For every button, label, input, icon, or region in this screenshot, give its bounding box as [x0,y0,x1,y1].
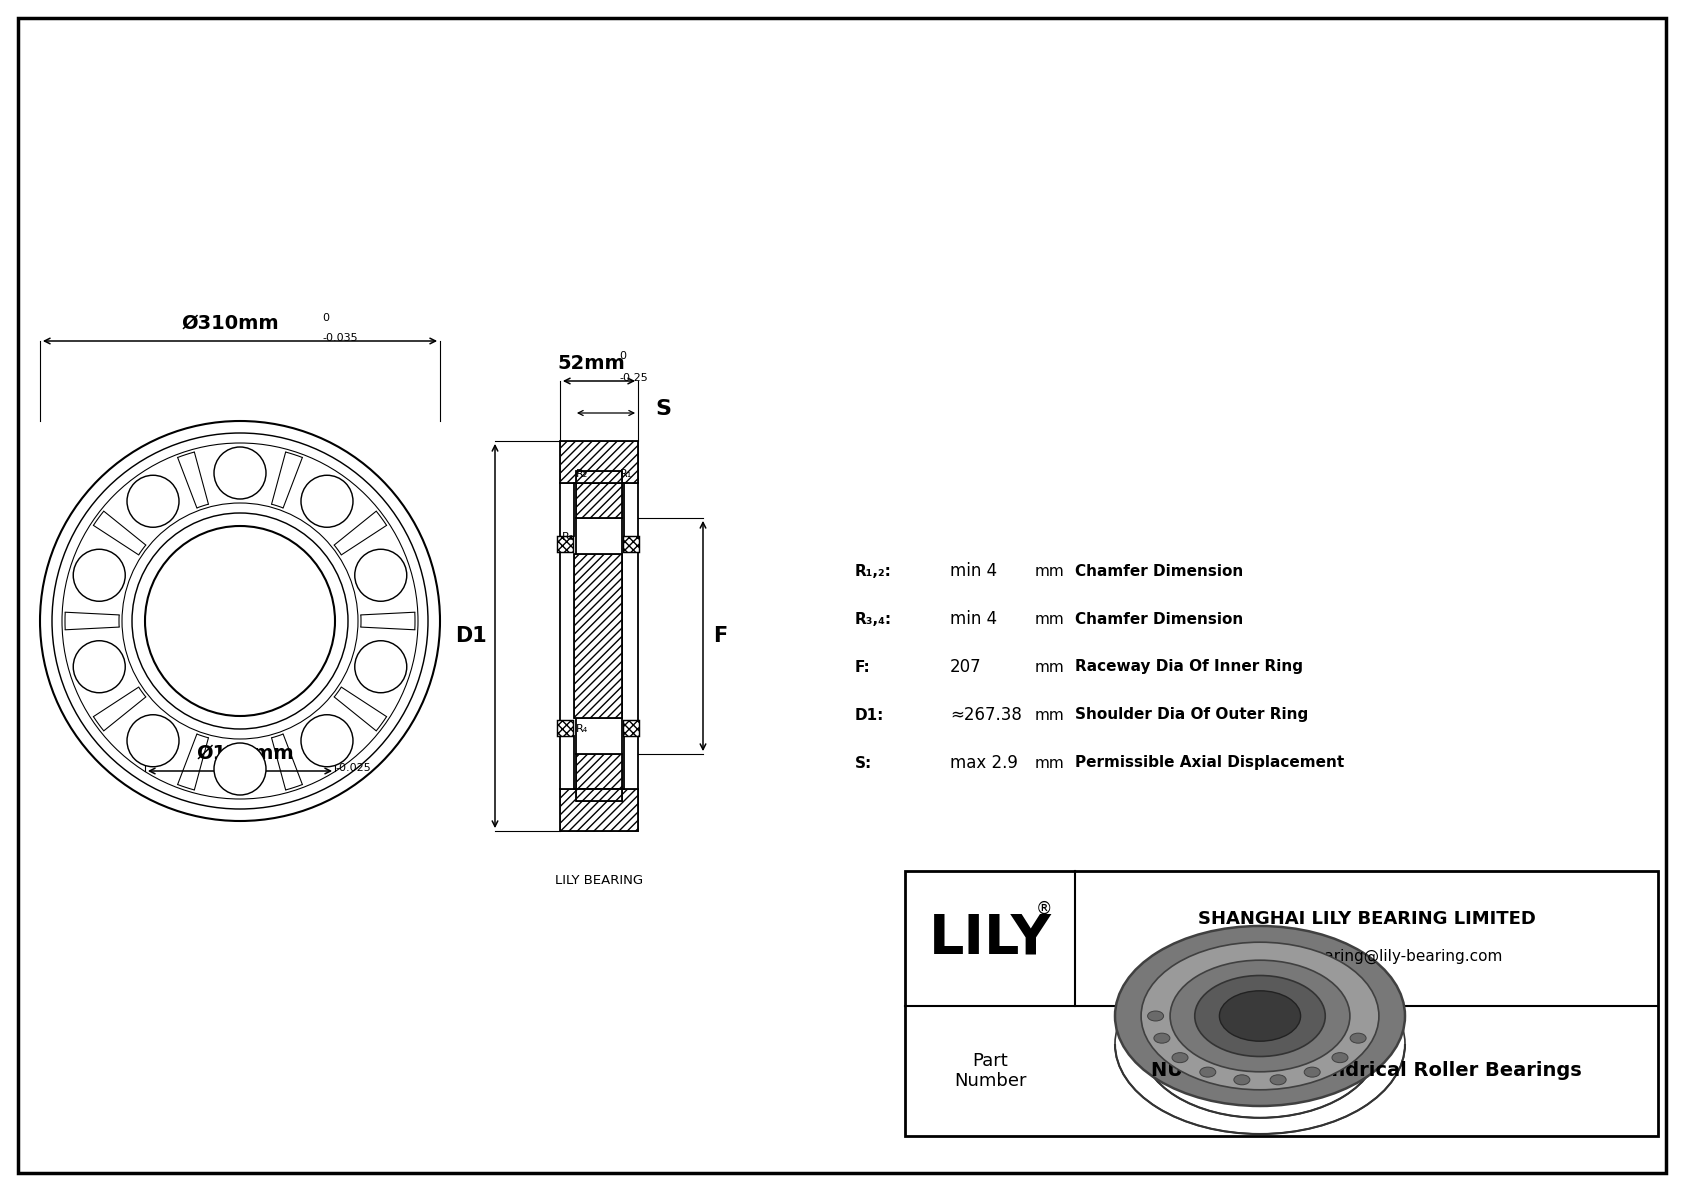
Bar [561,441,638,484]
Bar [576,484,621,518]
Circle shape [355,549,408,601]
Text: Email: lilybearing@lily-bearing.com: Email: lilybearing@lily-bearing.com [1231,949,1502,964]
Text: -0.25: -0.25 [620,373,648,384]
Text: D1:: D1: [855,707,884,723]
Text: S: S [655,399,670,419]
Text: R₄: R₄ [576,724,588,734]
Circle shape [355,641,408,693]
Text: -0.035: -0.035 [322,333,357,343]
Text: 0: 0 [620,351,626,361]
Bar [623,721,638,736]
Ellipse shape [1303,1067,1320,1077]
Ellipse shape [1270,1074,1287,1085]
Bar [576,754,621,788]
Text: ≈267.38: ≈267.38 [950,706,1022,724]
Circle shape [126,475,179,528]
Text: F:: F: [855,660,871,674]
Text: R₃: R₃ [562,532,574,542]
Ellipse shape [1142,942,1379,1090]
Ellipse shape [1170,960,1351,1072]
Text: Chamfer Dimension: Chamfer Dimension [1074,563,1243,579]
Circle shape [301,715,354,767]
Ellipse shape [1219,991,1300,1041]
Bar [561,788,638,831]
Ellipse shape [1172,1053,1187,1062]
Bar [904,871,1659,1136]
Text: 0: 0 [322,313,328,323]
Bar [576,788,621,802]
Text: F: F [712,626,727,646]
Bar [574,554,621,718]
Bar [561,441,638,484]
Text: LILY BEARING: LILY BEARING [556,874,643,887]
Text: R₁,₂:: R₁,₂: [855,563,893,579]
Bar [623,536,638,551]
Text: Ø170mm: Ø170mm [197,744,293,763]
Bar [576,470,621,484]
Text: mm: mm [1036,611,1064,626]
Text: Part
Number: Part Number [953,1052,1026,1091]
Text: Raceway Dia Of Inner Ring: Raceway Dia Of Inner Ring [1074,660,1303,674]
Circle shape [214,743,266,796]
Text: R₃,₄:: R₃,₄: [855,611,893,626]
Text: min 4: min 4 [950,610,997,628]
Ellipse shape [1154,1033,1170,1043]
Text: S:: S: [855,755,872,771]
Circle shape [214,447,266,499]
Ellipse shape [1147,1011,1164,1021]
Text: Shoulder Dia Of Outer Ring: Shoulder Dia Of Outer Ring [1074,707,1308,723]
Ellipse shape [1115,925,1404,1106]
Bar [623,721,638,736]
Circle shape [72,641,125,693]
Text: mm: mm [1036,707,1064,723]
Text: R₂: R₂ [576,469,588,479]
Bar [557,721,573,736]
Bar [557,536,573,551]
Bar [574,554,621,718]
Bar [557,536,573,551]
Text: -0.025: -0.025 [335,763,370,773]
Text: 0: 0 [335,743,342,753]
Text: Ø310mm: Ø310mm [182,314,280,333]
Bar [557,721,573,736]
Bar [576,470,621,484]
Text: LILY: LILY [928,911,1051,966]
Text: Chamfer Dimension: Chamfer Dimension [1074,611,1243,626]
Bar [576,754,621,788]
Text: NU 234 ECM Cylindrical Roller Bearings: NU 234 ECM Cylindrical Roller Bearings [1152,1061,1581,1080]
Ellipse shape [1234,1074,1250,1085]
Text: mm: mm [1036,755,1064,771]
Circle shape [72,549,125,601]
Bar [576,788,621,802]
Text: mm: mm [1036,563,1064,579]
Text: R₁: R₁ [620,469,632,479]
Text: 52mm: 52mm [557,354,625,373]
Text: D1: D1 [455,626,487,646]
Text: ®: ® [1036,899,1052,917]
Ellipse shape [1199,1067,1216,1077]
Ellipse shape [1194,975,1325,1056]
Circle shape [126,715,179,767]
Bar [576,484,621,518]
Bar [623,536,638,551]
Bar [561,788,638,831]
Ellipse shape [1332,1053,1347,1062]
Text: mm: mm [1036,660,1064,674]
Text: max 2.9: max 2.9 [950,754,1017,772]
Text: SHANGHAI LILY BEARING LIMITED: SHANGHAI LILY BEARING LIMITED [1197,910,1536,928]
Text: Permissible Axial Displacement: Permissible Axial Displacement [1074,755,1344,771]
Text: min 4: min 4 [950,562,997,580]
Ellipse shape [1351,1033,1366,1043]
Text: 207: 207 [950,657,982,676]
Circle shape [301,475,354,528]
